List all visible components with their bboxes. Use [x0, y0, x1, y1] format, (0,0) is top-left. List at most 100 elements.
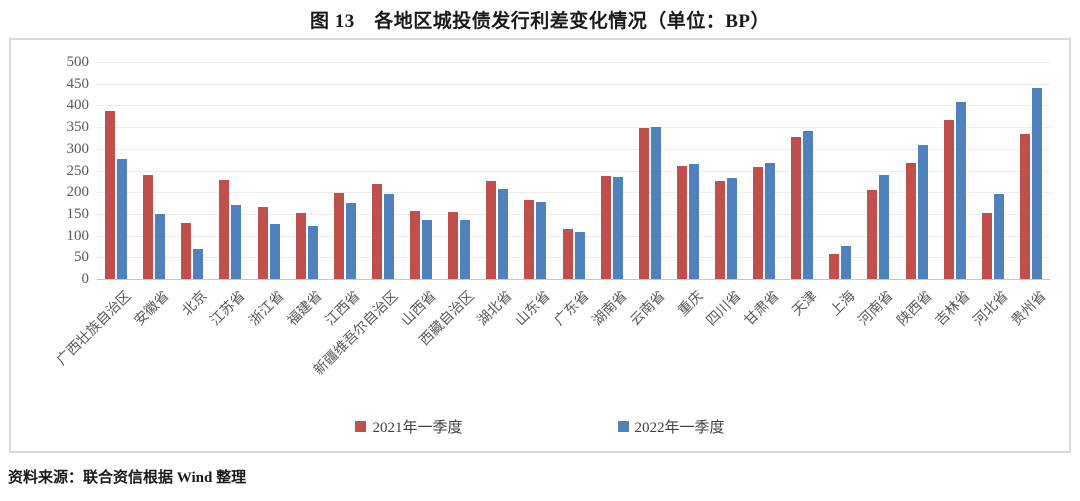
gridline: [97, 148, 1050, 150]
x-category-label: 江苏省: [208, 288, 249, 330]
legend-item: 2022年一季度: [617, 416, 725, 437]
bar-2022年一季度: [269, 223, 280, 279]
x-category-label: 湖北省: [475, 288, 516, 330]
gridline: [97, 105, 1050, 107]
bar-2022年一季度: [765, 162, 776, 279]
x-category-label: 贵州省: [1009, 288, 1050, 330]
bar-2021年一季度: [410, 210, 421, 279]
bar-2021年一季度: [1019, 134, 1030, 279]
y-tick-label: 150: [66, 205, 90, 222]
legend-label: 2021年一季度: [372, 420, 463, 436]
bar-2021年一季度: [867, 190, 878, 279]
bar-2022年一季度: [422, 219, 433, 279]
gridline: [97, 192, 1050, 194]
y-tick-label: 500: [66, 54, 90, 70]
bar-2022年一季度: [1031, 88, 1042, 279]
gridline: [97, 62, 1050, 63]
y-tick-label: 350: [66, 119, 90, 136]
bar-2022年一季度: [460, 219, 471, 279]
legend: 2021年一季度 2022年一季度: [11, 416, 1069, 437]
bar-2021年一季度: [714, 180, 725, 279]
bar-2021年一季度: [486, 180, 497, 279]
bar-2021年一季度: [219, 180, 230, 279]
legend-label: 2022年一季度: [634, 420, 725, 436]
y-tick-label: 200: [66, 184, 90, 201]
bar-2022年一季度: [688, 164, 699, 279]
y-tick-label: 100: [66, 227, 90, 244]
y-tick-label: 250: [66, 162, 90, 179]
gridline: [97, 257, 1050, 259]
bar-2022年一季度: [536, 202, 547, 279]
y-tick-label: 50: [74, 249, 89, 266]
x-category-label: 河北省: [970, 288, 1012, 330]
x-category-label: 甘肃省: [742, 288, 783, 330]
bar-2021年一季度: [333, 192, 344, 279]
gridline: [97, 127, 1050, 129]
bar-2022年一季度: [574, 232, 585, 279]
chart-container: 0 50 100 150 200 250 300 350 400 450 500 广西壮族自治区 安徽省…: [9, 38, 1071, 453]
x-category-label: 福建省: [284, 288, 326, 330]
x-category-label: 浙江省: [246, 288, 287, 330]
bar-2021年一季度: [829, 254, 840, 279]
bar-2021年一季度: [295, 213, 306, 279]
bar-2022年一季度: [612, 177, 623, 279]
source-note: 资料来源：联合资信根据 Wind 整理: [8, 470, 247, 486]
y-tick-label: 400: [66, 97, 90, 114]
bar-2021年一季度: [981, 213, 992, 279]
x-category-label: 云南省: [627, 288, 669, 330]
bar-2022年一季度: [231, 204, 242, 279]
bar-2021年一季度: [371, 183, 382, 279]
bar-2021年一季度: [562, 229, 573, 279]
bar-2022年一季度: [345, 203, 356, 279]
x-category-label: 陕西省: [894, 288, 936, 330]
bar-2021年一季度: [257, 206, 268, 279]
x-category-label: 山东省: [513, 288, 554, 330]
bar-2022年一季度: [841, 245, 852, 279]
bar-2022年一季度: [993, 193, 1004, 279]
bar-2022年一季度: [383, 193, 394, 279]
gridline: [97, 235, 1050, 237]
bar-2022年一季度: [917, 145, 928, 279]
x-axis-line: [97, 279, 1050, 280]
legend-swatch-icon: [617, 421, 629, 432]
bar-2021年一季度: [791, 136, 802, 279]
bar-2021年一季度: [905, 162, 916, 279]
gridline: [97, 170, 1050, 172]
bar-2022年一季度: [803, 130, 814, 279]
bar-2021年一季度: [600, 176, 611, 279]
bar-2022年一季度: [155, 213, 166, 279]
x-category-label: 广西壮族自治区: [54, 288, 135, 369]
x-category-label: 广东省: [551, 288, 592, 330]
bar-2022年一季度: [193, 248, 204, 279]
bar-2022年一季度: [726, 177, 737, 279]
x-category-label: 天津: [790, 288, 821, 320]
legend-swatch-icon: [355, 421, 367, 432]
bar-2021年一季度: [448, 211, 459, 279]
bar-2021年一季度: [753, 167, 764, 279]
legend-item: 2021年一季度: [355, 416, 463, 437]
chart-title: 图 13 各地区城投债发行利差变化情况（单位：BP）: [309, 11, 771, 32]
x-category-label: 湖南省: [589, 288, 631, 330]
bar-2021年一季度: [676, 165, 687, 279]
x-category-label: 安徽省: [132, 288, 173, 330]
bar-2022年一季度: [307, 226, 318, 279]
bar-2021年一季度: [181, 223, 192, 279]
gridline: [97, 213, 1050, 215]
x-category-label: 吉林省: [932, 288, 974, 330]
y-tick-label: 450: [66, 75, 90, 92]
bar-2021年一季度: [143, 175, 154, 279]
bar-2022年一季度: [498, 189, 509, 279]
x-category-label: 四川省: [704, 288, 745, 330]
bar-2021年一季度: [524, 200, 535, 279]
bar-2021年一季度: [943, 119, 954, 279]
bar-2022年一季度: [879, 174, 890, 279]
bar-2022年一季度: [650, 127, 661, 279]
y-tick-label: 300: [66, 140, 90, 157]
gridline: [97, 83, 1050, 85]
bar-2022年一季度: [955, 101, 966, 279]
y-tick-label: 0: [81, 271, 90, 287]
x-category-label: 河南省: [856, 288, 897, 330]
bar-2021年一季度: [638, 127, 649, 279]
bar-2021年一季度: [105, 110, 116, 279]
